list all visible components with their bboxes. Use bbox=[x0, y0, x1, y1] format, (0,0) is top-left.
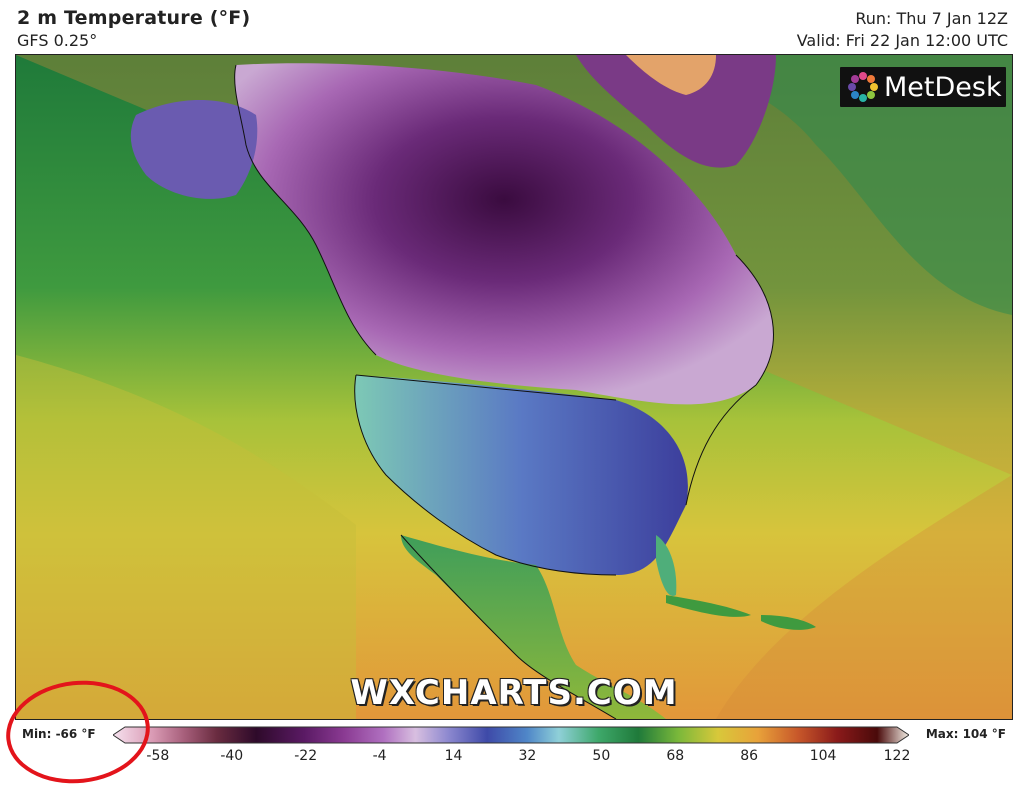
scale-tick-label: 50 bbox=[592, 748, 611, 764]
scale-ticks: -58 -40 -22 -4 14 32 50 68 86 104 122 bbox=[0, 748, 1024, 768]
valid-time: Valid: Fri 22 Jan 12:00 UTC bbox=[796, 31, 1008, 50]
max-label: Max: 104 °F bbox=[925, 727, 1006, 741]
scale-tick-label: -22 bbox=[294, 748, 318, 764]
scale-tick-label: 122 bbox=[883, 748, 911, 764]
map-canvas bbox=[16, 55, 1012, 719]
scale-tick-label: -58 bbox=[146, 748, 170, 764]
scale-tick-label: 68 bbox=[666, 748, 685, 764]
brand-name: MetDesk bbox=[884, 71, 1002, 103]
model-label: GFS 0.25° bbox=[17, 31, 98, 50]
scale-tick-label: 86 bbox=[740, 748, 759, 764]
color-scale-bar bbox=[113, 726, 909, 744]
scale-tick-label: 32 bbox=[518, 748, 537, 764]
min-label: Min: -66 °F bbox=[22, 727, 96, 741]
metdesk-logo-icon bbox=[848, 72, 878, 102]
scale-tick-label: -40 bbox=[220, 748, 244, 764]
temperature-map[interactable]: MetDesk WXCHARTS.COM bbox=[15, 54, 1013, 720]
scale-tick-label: 14 bbox=[444, 748, 463, 764]
metdesk-logo[interactable]: MetDesk bbox=[840, 67, 1006, 107]
run-time: Run: Thu 7 Jan 12Z bbox=[855, 9, 1008, 28]
chart-title: 2 m Temperature (°F) bbox=[17, 7, 251, 29]
scale-tick-label: 104 bbox=[809, 748, 837, 764]
scale-tick-label: -4 bbox=[372, 748, 387, 764]
watermark: WXCHARTS.COM bbox=[350, 673, 678, 713]
